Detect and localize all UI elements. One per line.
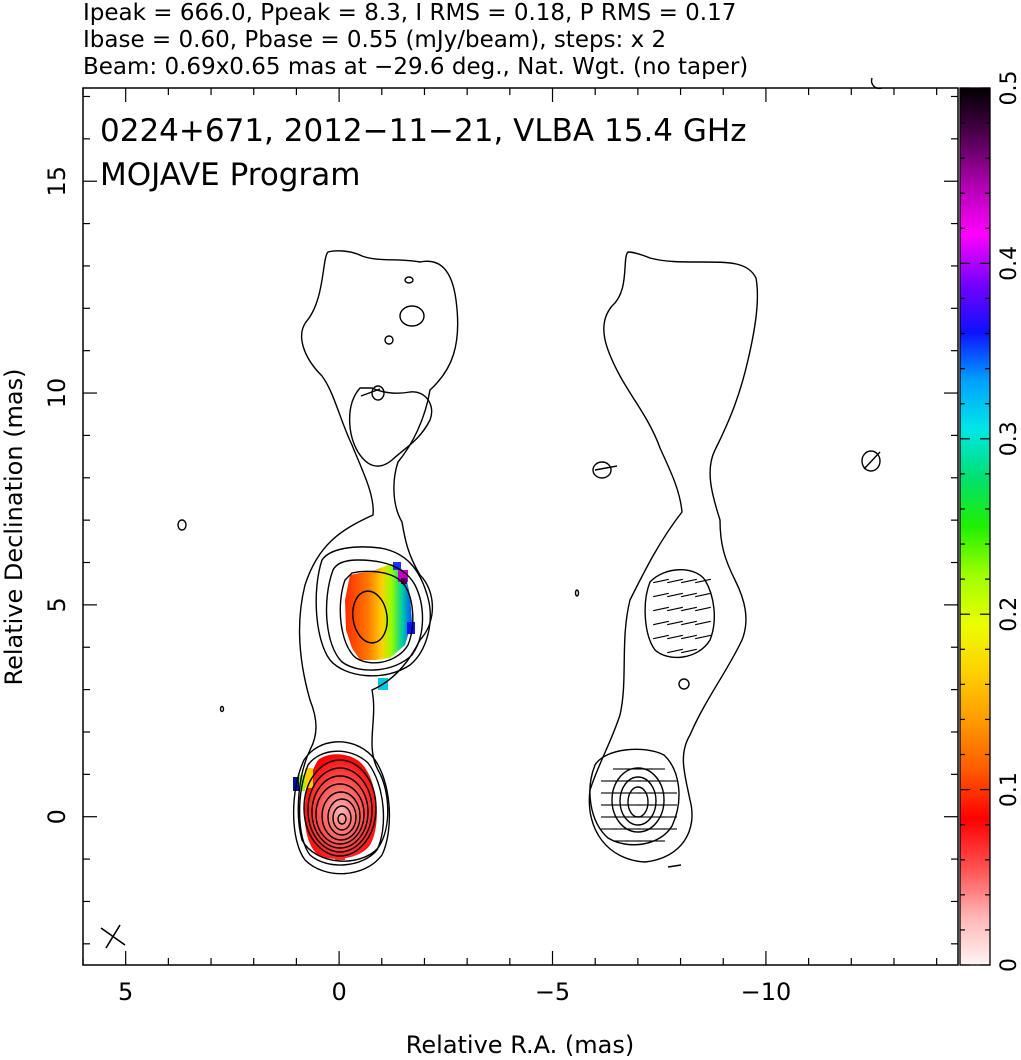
plot-frame [82, 87, 959, 966]
plot-subtitle: MOJAVE Program [100, 157, 360, 193]
contour-island-2 [384, 335, 394, 345]
beam-marker [100, 924, 126, 949]
contour-core-right-3 [619, 776, 657, 826]
knot-edge-pixel [393, 562, 401, 570]
y-tick-label: 15 [43, 166, 71, 197]
colorbar-tick-label: 0 [997, 958, 1021, 972]
intensity-contours-left [177, 250, 459, 875]
header-line-2: Ibase = 0.60, Pbase = 0.55 (mJy/beam), s… [83, 27, 666, 53]
evpa-tick [667, 592, 683, 598]
contour-island-right-5 [870, 77, 883, 90]
contour-core-a [292, 741, 391, 875]
contour-island-6 [219, 705, 225, 713]
x-tick-label: −10 [741, 978, 792, 1006]
polarization-contours-right [360, 77, 883, 868]
evpa-tick [653, 606, 669, 612]
colorbar-tick-label: 0.3 [997, 421, 1021, 456]
evpa-tick [695, 634, 711, 640]
contour-island-right-3 [861, 450, 881, 472]
contour-core-j [337, 813, 347, 825]
y-tick-label: 5 [43, 597, 71, 612]
evpa-tick [695, 578, 711, 584]
evpa-tick [695, 620, 711, 626]
contour-core-e [311, 775, 369, 849]
header-line-1: Ipeak = 666.0, Ppeak = 8.3, I RMS = 0.18… [83, 0, 736, 26]
colorbar-tick-label: 0.1 [997, 772, 1021, 807]
knot-edge-pixel [401, 578, 407, 584]
evpa-tick [681, 648, 697, 654]
evpa-tick [681, 606, 697, 612]
contour-island-3 [371, 385, 385, 401]
y-axis-ticks [83, 95, 958, 945]
x-tick-label: 0 [331, 978, 346, 1006]
contour-island-right-2 [678, 678, 690, 690]
x-tick-label: 5 [118, 978, 133, 1006]
evpa-tick [667, 578, 683, 584]
evpa-tick [667, 606, 683, 612]
contour-knot-right [644, 569, 715, 659]
contour-outer-right [588, 251, 759, 863]
colorbar-ticks [960, 87, 990, 966]
contour-core-h [327, 798, 357, 836]
contour-core-right-1 [589, 748, 680, 846]
contour-core-d [307, 767, 373, 853]
contour-island-5 [177, 519, 187, 531]
evpa-tick [681, 578, 697, 584]
evpa-tick-isolated [667, 864, 682, 868]
evpa-tick [653, 578, 669, 584]
contour-core-right-2 [611, 767, 665, 833]
knot-edge-pixel [398, 570, 408, 582]
contour-island-4 [404, 276, 414, 284]
x-axis-ticks [82, 88, 938, 965]
contour-core-right-4 [627, 786, 649, 818]
colorbar-tick-label: 0.4 [997, 246, 1021, 281]
y-tick-label: 0 [43, 809, 71, 824]
evpa-tick [667, 620, 683, 626]
header-line-3: Beam: 0.69x0.65 mas at −29.6 deg., Nat. … [83, 54, 748, 80]
colorbar-tick-label: 0.5 [997, 71, 1021, 106]
evpa-tick [653, 592, 669, 598]
evpa-tick [695, 592, 711, 598]
plot-title: 0224+671, 2012−11−21, VLBA 15.4 GHz [100, 113, 746, 149]
y-tick-label: 10 [43, 378, 71, 409]
contour-island-1 [399, 305, 425, 327]
contour-core-c [303, 759, 377, 857]
contour-island-right-4 [574, 589, 580, 597]
y-tick-labels: 0 5 10 15 [43, 166, 71, 824]
contour-outer-left [297, 250, 459, 862]
evpa-tick [681, 592, 697, 598]
knot-edge-pixel [407, 622, 415, 634]
contour-core-i [332, 805, 352, 831]
evpa-tick [653, 634, 669, 640]
x-axis-label: Relative R.A. (mas) [406, 1031, 634, 1059]
evpa-ticks [601, 578, 711, 842]
core-edge-pixel [305, 768, 313, 788]
y-axis-label: Relative Declination (mas) [0, 368, 28, 685]
evpa-tick [681, 634, 697, 640]
colorbar-tick-labels: 0 0.1 0.2 0.3 0.4 0.5 [997, 71, 1021, 973]
knot-fraction-region [345, 563, 412, 660]
contour-core-g [321, 791, 361, 841]
evpa-tick [667, 634, 683, 640]
contour-3-left [325, 559, 424, 671]
contour-5-left [352, 590, 388, 644]
evpa-tick [667, 648, 683, 654]
evpa-tick-isolated [863, 451, 881, 470]
x-tick-label: −5 [535, 978, 570, 1006]
contour-core-f [315, 783, 365, 845]
evpa-tick [681, 620, 697, 626]
contour-extended-inner [349, 387, 433, 467]
colorbar-tick-label: 0.2 [997, 597, 1021, 632]
contour-2-left [315, 546, 431, 677]
contour-island-right-1 [592, 461, 612, 479]
evpa-tick-isolated [360, 388, 381, 397]
evpa-tick-isolated [594, 465, 618, 471]
colorbar [959, 87, 991, 966]
evpa-tick [695, 606, 711, 612]
evpa-tick [653, 620, 669, 626]
contour-4-left [339, 570, 414, 664]
contour-core-b [298, 750, 385, 866]
x-tick-labels: 5 0 −5 −10 [118, 978, 791, 1006]
